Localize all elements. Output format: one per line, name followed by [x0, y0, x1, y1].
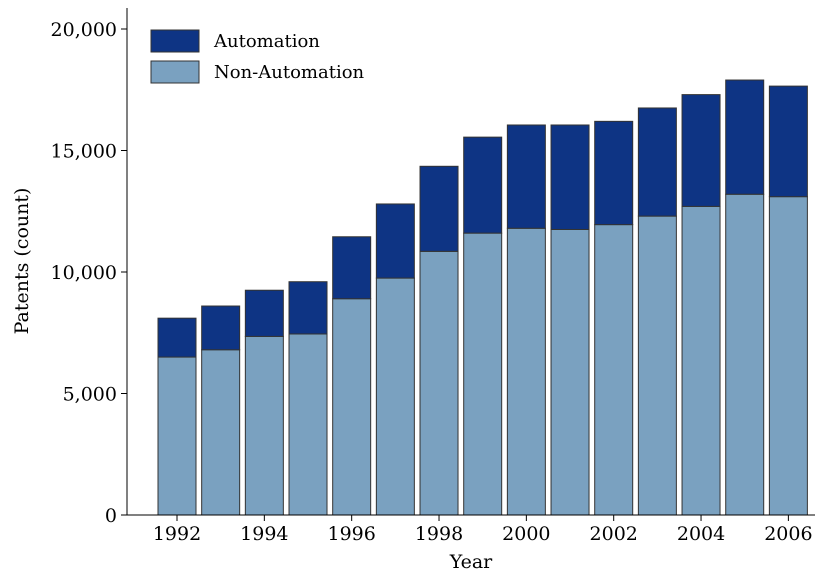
legend-swatch-automation [150, 29, 200, 53]
x-tick-label: 2004 [677, 523, 725, 545]
bar-non-automation-1996 [332, 298, 372, 516]
bar-automation-2006 [768, 85, 808, 198]
legend-label-automation: Automation [213, 31, 320, 52]
x-tick-label: 1996 [328, 523, 376, 545]
bar-automation-2002 [594, 120, 634, 226]
bar-non-automation-1992 [157, 356, 197, 516]
bar-non-automation-2002 [594, 224, 634, 516]
x-tick-label: 2000 [502, 523, 550, 545]
x-ticks-group: 1992 1994 1996 1998 2000 2002 2004 2006 [153, 515, 813, 545]
bar-automation-1998 [419, 165, 459, 252]
bar-automation-1997 [375, 203, 415, 279]
legend: Automation Non-Automation [150, 29, 365, 84]
bar-automation-1992 [157, 317, 197, 358]
bar-automation-2004 [681, 94, 721, 207]
bar-non-automation-1993 [201, 349, 241, 516]
x-tick-label: 2006 [764, 523, 812, 545]
bar-automation-1999 [463, 136, 503, 234]
bars-group [157, 79, 808, 516]
bar-non-automation-2003 [637, 215, 677, 516]
bar-automation-2000 [506, 124, 546, 229]
bar-automation-1993 [201, 305, 241, 351]
legend-label-non-automation: Non-Automation [214, 62, 365, 83]
y-ticks-group: 0 5,000 10,000 15,000 20,000 [51, 19, 127, 527]
bar-non-automation-2005 [725, 193, 765, 516]
y-tick-label: 10,000 [51, 262, 117, 284]
bar-non-automation-2000 [506, 227, 546, 516]
bar-automation-1995 [288, 281, 328, 335]
bar-non-automation-1995 [288, 333, 328, 516]
y-tick-label: 0 [105, 505, 117, 527]
x-tick-label: 1998 [415, 523, 463, 545]
bar-non-automation-1994 [244, 335, 284, 516]
y-tick-label: 15,000 [51, 141, 117, 163]
legend-swatch-non-automation [150, 60, 200, 84]
y-axis-title: Patents (count) [11, 188, 33, 335]
bar-non-automation-1999 [463, 232, 503, 516]
x-tick-label: 2002 [590, 523, 638, 545]
bar-automation-2003 [637, 107, 677, 217]
x-axis-title: Year [449, 551, 493, 573]
y-tick-label: 20,000 [51, 19, 117, 41]
y-tick-label: 5,000 [63, 384, 117, 406]
x-tick-label: 1992 [153, 523, 201, 545]
bar-non-automation-2004 [681, 205, 721, 516]
bar-automation-2001 [550, 124, 590, 230]
bar-automation-2005 [725, 79, 765, 195]
bar-automation-1994 [244, 289, 284, 337]
bar-non-automation-1997 [375, 277, 415, 516]
bar-non-automation-1998 [419, 250, 459, 516]
bar-non-automation-2006 [768, 196, 808, 516]
x-tick-label: 1994 [240, 523, 288, 545]
bar-non-automation-2001 [550, 228, 590, 516]
axes-group [126, 8, 815, 516]
bar-automation-1996 [332, 236, 372, 300]
